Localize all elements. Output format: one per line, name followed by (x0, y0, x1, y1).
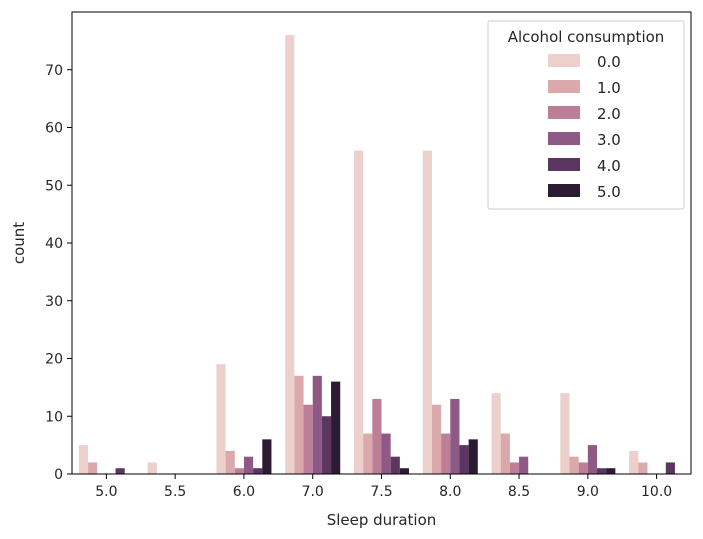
y-tick-label: 30 (45, 294, 63, 310)
legend-title: Alcohol consumption (508, 28, 665, 46)
bar-8.0-series-2.0 (441, 433, 451, 474)
bar-7.0-series-4.0 (321, 416, 332, 474)
bar-8.5-series-3.0 (519, 456, 529, 474)
legend-entry-label: 4.0 (597, 157, 621, 175)
x-tick-label: 8.0 (439, 484, 461, 500)
bar-7.0-series-5.0 (331, 381, 341, 474)
legend-entry-label: 3.0 (597, 131, 621, 149)
y-tick-label: 70 (45, 63, 63, 79)
bar-9.0-series-5.0 (606, 468, 616, 474)
y-tick-label: 0 (54, 467, 63, 483)
bar-10.0-series-4.0 (665, 462, 675, 474)
x-tick-label: 7.5 (370, 484, 392, 500)
legend: Alcohol consumption 0.0 1.0 2.0 3.0 4.0 5.0 (487, 20, 685, 210)
bar-7.5-series-0.0 (353, 150, 364, 474)
bar-6.0-series-4.0 (253, 468, 263, 474)
bar-7.5-series-4.0 (390, 456, 400, 474)
y-tick-label: 50 (45, 178, 63, 194)
x-axis: 5.0 5.5 6.0 7.0 7.5 8.0 8.5 9.0 10.0 (95, 474, 672, 500)
x-tick-label: 8.5 (508, 484, 530, 500)
bar-9.0-series-1.0 (569, 456, 579, 474)
bar-8.5-series-1.0 (500, 433, 510, 474)
bar-6.0-series-5.0 (262, 439, 272, 474)
bar-5.0-series-4.0 (115, 468, 125, 474)
y-tick-label: 20 (45, 352, 63, 368)
bar-8.0-series-1.0 (431, 404, 442, 474)
legend-swatch (548, 54, 580, 67)
y-tick-label: 60 (45, 121, 63, 137)
bar-8.0-series-0.0 (422, 150, 432, 474)
x-axis-label: Sleep duration (327, 511, 437, 529)
y-tick-label: 40 (45, 236, 63, 252)
x-tick-label: 10.0 (641, 484, 672, 500)
bar-7.5-series-3.0 (381, 433, 391, 474)
legend-swatch (548, 158, 580, 171)
bar-5.0-series-0.0 (78, 445, 89, 474)
legend-entry-label: 0.0 (597, 53, 621, 71)
y-axis: 0 10 20 30 40 50 60 70 (45, 63, 72, 483)
x-tick-label: 5.5 (164, 484, 186, 500)
bar-6.0-series-3.0 (243, 456, 254, 474)
legend-entry-label: 1.0 (597, 79, 621, 97)
bar-7.5-series-1.0 (363, 433, 373, 474)
legend-box (487, 20, 685, 210)
bar-7.0-series-1.0 (294, 375, 304, 474)
bar-10.0-series-0.0 (629, 450, 639, 474)
bar-6.0-series-0.0 (216, 364, 226, 474)
bar-7.0-series-0.0 (285, 35, 295, 474)
bar-8.5-series-2.0 (509, 462, 520, 474)
bar-10.0-series-1.0 (638, 462, 648, 474)
bars-layer (78, 35, 675, 474)
bar-9.0-series-3.0 (587, 445, 598, 474)
x-tick-label: 9.0 (577, 484, 599, 500)
bar-6.0-series-1.0 (225, 450, 235, 474)
legend-swatch (548, 132, 580, 145)
y-axis-label: count (10, 222, 28, 264)
legend-swatch (548, 106, 580, 119)
x-tick-label: 7.0 (302, 484, 324, 500)
bar-8.0-series-5.0 (468, 439, 478, 474)
bar-8.5-series-0.0 (491, 393, 501, 474)
bar-8.0-series-3.0 (450, 398, 460, 474)
legend-swatch (548, 184, 580, 197)
x-tick-label: 6.0 (233, 484, 255, 500)
bar-7.0-series-3.0 (312, 375, 322, 474)
legend-entry-label: 5.0 (597, 183, 621, 201)
bar-9.0-series-4.0 (597, 468, 607, 474)
legend-swatch (548, 80, 580, 93)
bar-6.0-series-2.0 (234, 468, 244, 474)
bar-5.5-series-0.0 (147, 462, 157, 474)
y-tick-label: 10 (45, 409, 63, 425)
bar-9.0-series-2.0 (578, 462, 588, 474)
bar-5.0-series-1.0 (88, 462, 98, 474)
bar-8.0-series-4.0 (459, 445, 469, 474)
bar-7.0-series-2.0 (303, 404, 313, 474)
x-tick-label: 5.0 (95, 484, 117, 500)
bar-7.5-series-2.0 (372, 398, 382, 474)
legend-entry-label: 2.0 (597, 105, 621, 123)
bar-7.5-series-5.0 (399, 468, 410, 474)
bar-9.0-series-0.0 (560, 393, 570, 474)
